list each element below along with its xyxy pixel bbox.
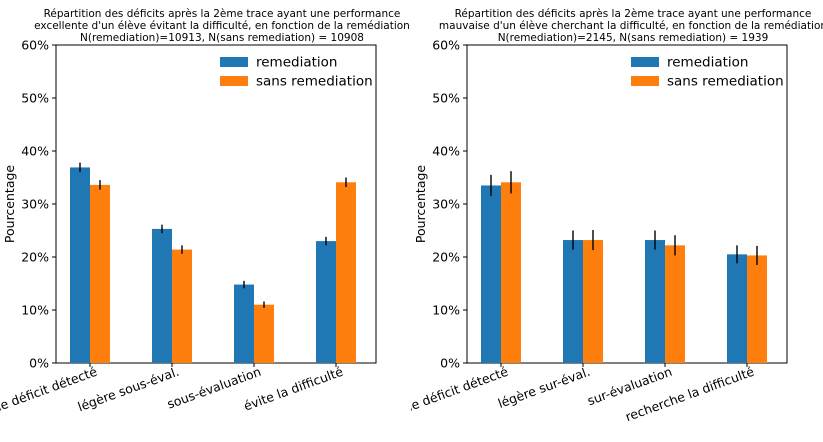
x-tick-label: légère sur-éval. [496,364,592,411]
bar-sans-remediation [665,245,685,363]
bar-sans-remediation [172,249,192,363]
legend-label: sans remediation [667,74,784,90]
bar-sans-remediation [336,182,356,363]
bar-remediation [481,185,501,363]
bar-sans-remediation [90,184,110,363]
bar-chart-right: Répartition des déficits après la 2ème t… [411,8,823,425]
chart-title-line1: Répartition des déficits après la 2ème t… [44,8,401,20]
y-tick-label: 0% [29,356,49,371]
bar-sans-remediation [583,240,603,363]
bar-sans-remediation [501,182,521,363]
y-tick-label: 0% [440,356,460,371]
bar-remediation [234,284,254,363]
y-tick-label: 60% [21,38,49,53]
legend-label: remediation [256,55,337,71]
y-tick-label: 10% [21,303,49,318]
bar-sans-remediation [747,255,767,363]
y-tick-label: 10% [432,303,460,318]
bar-remediation [316,241,336,363]
chart-panel-left: Répartition des déficits après la 2ème t… [0,8,410,425]
y-tick-label: 50% [432,91,460,106]
legend-label: sans remediation [256,74,373,90]
chart-subtitle: N(remediation)=10913, N(sans remediation… [80,32,364,44]
legend-swatch [220,57,248,67]
y-axis-label: Pourcentage [2,165,17,244]
x-tick-label: pas de déficit détecté [411,364,510,425]
y-tick-label: 60% [432,38,460,53]
y-tick-label: 20% [21,250,49,265]
y-tick-label: 30% [21,197,49,212]
bar-remediation [152,228,172,363]
y-tick-label: 20% [432,250,460,265]
chart-title-line1: Répartition des déficits après la 2ème t… [455,8,812,20]
legend-swatch [631,57,659,67]
bar-remediation [727,254,747,363]
bar-remediation [563,240,583,363]
y-tick-label: 40% [21,144,49,159]
x-tick-label: pas de déficit détecté [0,364,99,425]
y-tick-label: 30% [432,197,460,212]
y-tick-label: 40% [432,144,460,159]
y-tick-label: 50% [21,91,49,106]
bar-remediation [645,240,665,363]
chart-panel-right: Répartition des déficits après la 2ème t… [411,0,823,442]
chart-subtitle: N(remediation)=2145, N(sans remediation)… [498,32,769,44]
legend-label: remediation [667,55,748,71]
chart-title-line2: mauvaise d'un élève cherchant la difficu… [439,20,823,32]
bar-sans-remediation [254,304,274,363]
chart-title-line2: excellente d'un élève évitant la difficu… [34,20,410,32]
legend-swatch [220,76,248,86]
bar-chart-left: Répartition des déficits après la 2ème t… [0,8,410,425]
y-axis-label: Pourcentage [413,165,428,244]
bar-remediation [70,167,90,363]
legend-swatch [631,76,659,86]
